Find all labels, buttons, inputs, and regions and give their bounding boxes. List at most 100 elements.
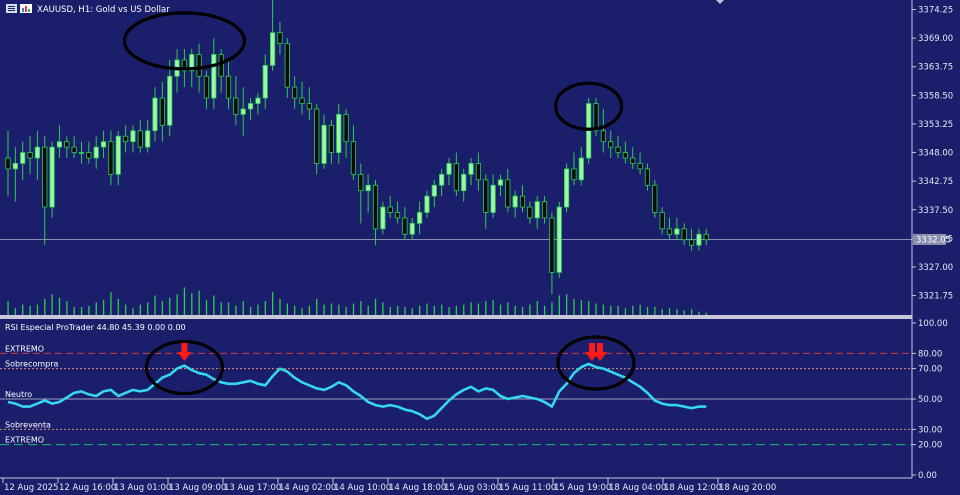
rsi-highlight-ellipse (144, 339, 224, 396)
candle-body-bear (71, 146, 77, 153)
list-icon[interactable] (6, 4, 17, 13)
candle (549, 212, 555, 295)
volume-bar (147, 302, 149, 315)
candle-body-bull (446, 163, 452, 175)
volume-bar (308, 305, 311, 315)
candle-body-bear (108, 141, 114, 175)
time-axis-label: 15 Aug 11:00 (499, 483, 556, 493)
volume-bar (110, 292, 112, 315)
volume-bar (617, 305, 619, 315)
volume-bar (536, 301, 538, 315)
volume-bar (610, 305, 612, 315)
volume-bar (514, 305, 516, 315)
candle (284, 38, 290, 99)
candle-body-bear (277, 32, 283, 44)
candle (541, 196, 548, 224)
price-axis-label: 3358.50 (918, 91, 953, 101)
candle (137, 119, 143, 153)
volume-bar (433, 305, 435, 315)
candle-body-bull (534, 201, 540, 219)
volume-bar (558, 295, 560, 315)
candle (608, 130, 614, 158)
candle-body-bull (578, 157, 584, 181)
candle (100, 130, 107, 158)
candle-body-bull (93, 146, 99, 159)
candle (416, 201, 423, 235)
volume-bar (330, 303, 333, 315)
candle-body-bear (402, 217, 408, 235)
volume-bar (242, 301, 244, 315)
volume-bar (220, 302, 222, 315)
candle-body-bull (100, 141, 107, 148)
candle (306, 87, 312, 120)
volume-bar (477, 303, 480, 315)
candle-body-bear (549, 217, 555, 273)
candle (461, 168, 467, 202)
candle-body-bear (314, 108, 320, 164)
candle (615, 136, 621, 158)
candle-body-bull (512, 195, 518, 208)
candle (534, 196, 540, 229)
candle-body-bear (527, 206, 533, 219)
volume-bar (286, 303, 288, 315)
volume-bar (683, 310, 685, 315)
candle-body-bear (615, 146, 621, 153)
candle-body-bull (674, 228, 680, 235)
candle-body-bull (189, 54, 195, 72)
volume-bar (632, 305, 634, 315)
chevron-down-icon[interactable] (716, 0, 724, 4)
candle-body-bear (630, 157, 636, 164)
volume-bar (58, 297, 61, 315)
candle-body-bull (439, 173, 445, 186)
candle (86, 141, 92, 164)
candle (145, 119, 151, 153)
volume-bar (161, 301, 164, 315)
volume-bar (44, 298, 46, 315)
volume-bar (183, 287, 186, 315)
candle (269, 0, 276, 71)
time-axis-label: 14 Aug 18:00 (389, 483, 446, 493)
volume-bar (485, 301, 487, 315)
candle (703, 228, 709, 246)
volume-bar (264, 301, 266, 315)
volume-bar (22, 304, 24, 315)
candle-body-bull (78, 152, 85, 154)
rsi-line (7, 362, 707, 421)
volume-bar (323, 304, 325, 315)
volume-bar (117, 298, 119, 315)
candle-body-bear (358, 173, 364, 192)
rsi-highlight-ellipse (556, 335, 636, 391)
volume-bar (646, 306, 649, 315)
volume-bar (198, 290, 200, 315)
volume-bar (529, 304, 531, 315)
rsi-extremo-bottom-label: EXTREMO (5, 436, 44, 445)
time-axis-label: 12 Aug 2025 (4, 483, 58, 493)
candle (314, 103, 320, 175)
candle-body-bull (255, 97, 261, 104)
volume-bar (389, 306, 391, 315)
panel-separator[interactable] (0, 315, 912, 319)
volume-bar (235, 305, 237, 315)
down-arrow-icon (585, 343, 599, 361)
time-axis-label: 13 Aug 17:00 (224, 483, 281, 493)
candle (512, 190, 518, 218)
candle (321, 114, 327, 169)
volume-bar (257, 304, 259, 315)
volume-bar (154, 295, 156, 315)
current-price-tag: 3332.05 (913, 233, 951, 245)
candle-body-bear (688, 239, 695, 246)
candle-body-bear (372, 184, 379, 230)
volume-bar (279, 298, 281, 315)
rsi-axis: 100.00 80.00 70.00 50.00 30.00 20.00 0.00 (912, 319, 948, 481)
candle-body-bull (564, 168, 570, 208)
price-axis-label: 3321.75 (918, 292, 953, 302)
candle (431, 179, 437, 208)
bar-chart-icon[interactable] (20, 4, 32, 13)
candle-body-bull (49, 146, 55, 208)
candle-body-bull (34, 146, 41, 159)
candle-body-bull (696, 233, 702, 246)
candle (211, 38, 217, 109)
volume-bar (102, 300, 105, 315)
price-axis-label: 3348.00 (918, 149, 953, 159)
